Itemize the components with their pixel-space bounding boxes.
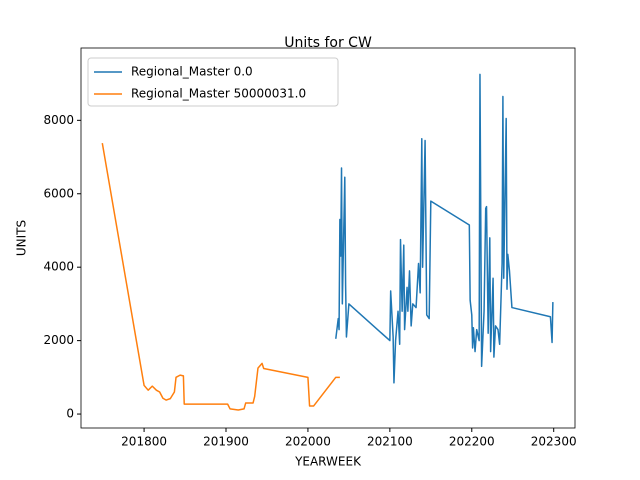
plot-frame	[80, 47, 576, 429]
legend-label: Regional_Master 50000031.0	[131, 87, 306, 101]
y-tick-label: 6000	[43, 186, 74, 200]
x-tick-label: 202300	[531, 435, 577, 449]
x-tick-label: 201800	[121, 435, 167, 449]
y-tick-label: 4000	[43, 260, 74, 274]
line-series	[101, 142, 340, 411]
x-tick-label: 202000	[285, 435, 331, 449]
line-series	[335, 73, 554, 384]
x-axis-label: YEARWEEK	[294, 455, 362, 469]
chart-title: Units for CW	[284, 35, 372, 51]
y-tick-label: 0	[66, 407, 74, 421]
x-tick-label: 201900	[203, 435, 249, 449]
x-tick-label: 202200	[449, 435, 495, 449]
y-axis-label: UNITS	[15, 220, 29, 256]
y-tick-label: 2000	[43, 333, 74, 347]
legend-box	[87, 57, 339, 107]
y-tick-label: 8000	[43, 113, 74, 127]
legend-label: Regional_Master 0.0	[131, 65, 253, 79]
x-tick-label: 202100	[367, 435, 413, 449]
